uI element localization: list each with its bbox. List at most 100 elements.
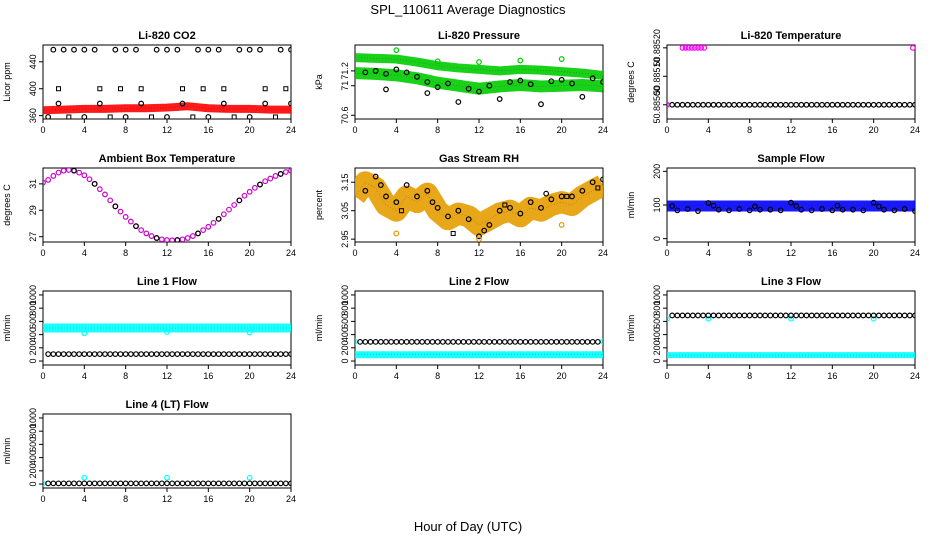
- data-point: [476, 236, 482, 242]
- x-tick-label: 4: [394, 248, 399, 258]
- x-tick-label: 20: [557, 248, 567, 258]
- data-point: [912, 208, 915, 214]
- data-point: [589, 75, 596, 82]
- data-point: [81, 114, 88, 119]
- data-point: [117, 480, 124, 487]
- x-tick-label: 0: [352, 125, 357, 135]
- data-point: [460, 338, 467, 345]
- chart-title: Ambient Box Temperature: [99, 153, 236, 165]
- x-tick-label: 12: [162, 125, 172, 135]
- chart-panel: Line 4 (LT) Flow ml/min 0 4 8 12 16 20 24 0 200400…: [2, 399, 296, 504]
- y-tick-label: 200: [340, 340, 350, 355]
- data-point: [60, 46, 67, 53]
- data-point: [76, 480, 83, 487]
- data-point: [700, 312, 707, 319]
- data-point: [808, 207, 815, 214]
- data-point: [465, 216, 472, 223]
- data-point: [793, 203, 800, 209]
- data-point: [731, 312, 738, 319]
- data-point: [277, 171, 284, 177]
- data-point: [393, 47, 400, 54]
- data-point: [215, 351, 222, 357]
- data-point: [746, 101, 753, 108]
- x-tick-label: 8: [123, 494, 128, 504]
- data-point: [476, 59, 482, 65]
- data-point: [788, 199, 794, 206]
- data-point: [267, 351, 274, 357]
- data-point: [548, 338, 555, 345]
- data-band: [43, 102, 291, 115]
- data-point: [107, 197, 114, 204]
- chart-panel: Gas Stream RH percent 0 4 8 12 16 20 24 2.95 3.05 3…: [314, 153, 608, 258]
- y-tick-label: 0: [28, 359, 38, 364]
- data-point: [231, 202, 238, 208]
- x-tick-label: 20: [245, 371, 255, 381]
- data-point: [383, 193, 389, 200]
- data-point: [813, 101, 820, 108]
- data-point: [45, 114, 52, 119]
- data-point: [502, 202, 508, 208]
- data-point: [262, 178, 269, 185]
- data-point: [777, 312, 784, 319]
- data-point: [164, 480, 170, 487]
- y-tick-label: 1000: [340, 285, 350, 305]
- y-axis-label: ml/min: [2, 438, 12, 465]
- data-point: [674, 101, 681, 108]
- y-axis-label: ml/min: [626, 315, 636, 342]
- y-tick-label: 70.6: [340, 107, 350, 125]
- data-point: [563, 338, 570, 345]
- data-point: [481, 227, 488, 234]
- data-point: [470, 338, 477, 345]
- data-point: [241, 192, 248, 199]
- data-point: [496, 96, 503, 102]
- data-point: [589, 179, 596, 186]
- data-point: [910, 45, 915, 51]
- data-point: [91, 480, 98, 487]
- y-tick-label: 1000: [28, 408, 38, 428]
- data-point: [685, 45, 692, 51]
- data-point: [886, 101, 893, 108]
- chart-panel: Line 1 Flow ml/min 0 4 8 12 16 20 24 0 20040060080…: [2, 276, 296, 381]
- data-point: [273, 114, 278, 119]
- data-point: [117, 208, 124, 215]
- data-point: [262, 100, 269, 107]
- data-point: [445, 80, 451, 87]
- data-point: [558, 56, 565, 62]
- x-tick-label: 12: [162, 371, 172, 381]
- data-point: [174, 237, 181, 242]
- data-point: [701, 45, 708, 51]
- x-tick-label: 20: [557, 371, 567, 381]
- x-tick-label: 12: [474, 371, 484, 381]
- y-axis-label: ml/min: [626, 192, 636, 219]
- data-point: [600, 79, 603, 85]
- data-point: [700, 101, 707, 108]
- y-tick-label: 2.95: [340, 230, 350, 248]
- x-tick-label: 20: [869, 248, 879, 258]
- data-point: [439, 338, 446, 345]
- data-point: [377, 182, 384, 188]
- y-tick-label: 71.2: [340, 62, 350, 80]
- y-tick-label: 29: [28, 205, 38, 215]
- data-point: [715, 206, 722, 213]
- x-tick-label: 16: [515, 125, 525, 135]
- data-point: [674, 312, 681, 319]
- data-point: [695, 45, 701, 51]
- data-point: [158, 480, 165, 487]
- data-point: [558, 338, 565, 345]
- data-point: [408, 338, 415, 345]
- data-point: [434, 58, 441, 65]
- data-point: [372, 338, 379, 345]
- data-point: [138, 86, 144, 92]
- data-point: [241, 480, 248, 487]
- data-point: [705, 315, 712, 322]
- data-point: [824, 312, 831, 319]
- y-tick-label: 3.05: [340, 202, 350, 220]
- data-point: [122, 213, 129, 220]
- data-point: [684, 312, 691, 319]
- data-point: [153, 351, 160, 357]
- y-tick-label: 800: [28, 424, 38, 439]
- data-point: [912, 312, 915, 319]
- data-point: [164, 46, 170, 53]
- data-point: [112, 203, 119, 210]
- data-point: [210, 219, 217, 226]
